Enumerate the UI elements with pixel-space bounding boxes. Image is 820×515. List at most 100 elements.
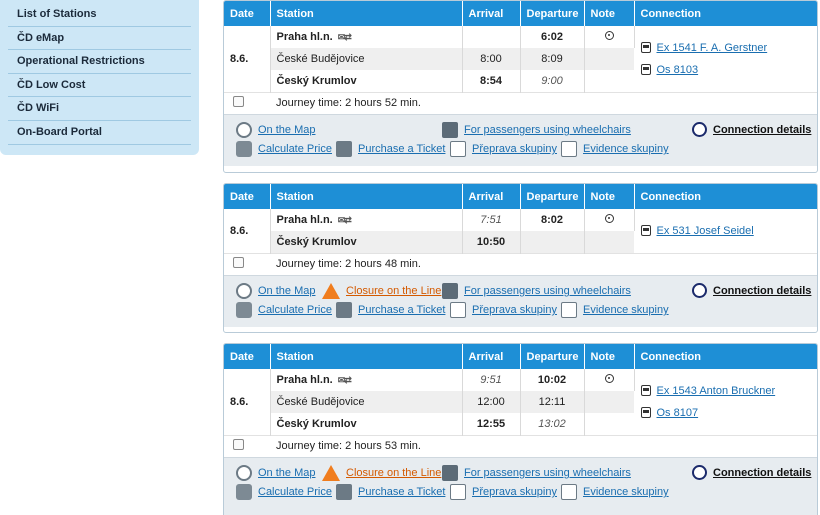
ticket-icon <box>336 302 352 318</box>
action-groups[interactable]: Přeprava skupiny <box>450 302 557 318</box>
station-name: Český Krumlov <box>270 231 463 253</box>
train-link-row: Os 8103 <box>640 59 812 81</box>
purchase-ticket-link[interactable]: Purchase a Ticket <box>358 143 446 155</box>
action-closure[interactable]: Closure on the Line <box>322 283 441 299</box>
col-departure: Departure <box>520 344 585 369</box>
note-icon[interactable] <box>604 214 614 223</box>
action-calculate-price[interactable]: Calculate Price <box>236 141 332 157</box>
groups-link[interactable]: Přeprava skupiny <box>472 143 557 155</box>
journey-row: Journey time: 2 hours 52 min. <box>224 91 817 114</box>
connection-details-link[interactable]: Connection details <box>713 466 812 479</box>
sidebar-item-cd-wifi[interactable]: ČD WiFi <box>8 97 191 121</box>
col-note: Note <box>584 344 635 369</box>
actions-bar: On the Map For passengers using wheelcha… <box>224 114 817 166</box>
col-station: Station <box>270 1 463 26</box>
select-checkbox[interactable] <box>233 439 244 451</box>
station-name: Praha hl.n. ✉⇄ <box>270 26 463 48</box>
action-closure[interactable]: Closure on the Line <box>322 465 441 481</box>
sidebar-item-cd-low-cost[interactable]: ČD Low Cost <box>8 74 191 98</box>
sidebar-item-operational-restrictions[interactable]: Operational Restrictions <box>8 50 191 74</box>
action-on-map[interactable]: On the Map <box>236 465 315 481</box>
action-evidence[interactable]: Evidence skupiny <box>561 141 669 157</box>
departure-time: 12:11 <box>520 391 585 413</box>
evidence-link[interactable]: Evidence skupiny <box>583 304 669 316</box>
arrival-time <box>462 26 521 48</box>
action-evidence[interactable]: Evidence skupiny <box>561 302 669 318</box>
ticket-icon <box>336 484 352 500</box>
journey-row: Journey time: 2 hours 48 min. <box>224 252 817 275</box>
calculate-price-link[interactable]: Calculate Price <box>258 143 332 155</box>
train-link[interactable]: Ex 1543 Anton Bruckner <box>656 384 776 397</box>
select-cell <box>224 91 270 114</box>
action-calculate-price[interactable]: Calculate Price <box>236 484 332 500</box>
on-map-link[interactable]: On the Map <box>258 285 316 297</box>
calculate-price-link[interactable]: Calculate Price <box>258 304 332 316</box>
stop-row: Český Krumlov 8:54 9:00 <box>224 70 817 92</box>
wheelchair-icon <box>442 122 458 138</box>
action-wheelchairs[interactable]: For passengers using wheelchairs <box>442 122 631 138</box>
sidebar: List of Stations ČD eMap Operational Res… <box>0 0 199 155</box>
station-name: Český Krumlov <box>270 70 463 92</box>
action-purchase-ticket[interactable]: Purchase a Ticket <box>336 141 445 157</box>
action-calculate-price[interactable]: Calculate Price <box>236 302 332 318</box>
col-departure: Departure <box>520 184 585 209</box>
journey-row: Journey time: 2 hours 53 min. <box>224 434 817 457</box>
action-on-map[interactable]: On the Map <box>236 283 315 299</box>
sidebar-item-on-board-portal[interactable]: On-Board Portal <box>8 121 191 145</box>
group-evidence-icon <box>561 141 577 157</box>
purchase-ticket-link[interactable]: Purchase a Ticket <box>358 486 446 498</box>
action-groups[interactable]: Přeprava skupiny <box>450 484 557 500</box>
stop-row: 8.6. Praha hl.n. ✉⇄ 7:51 8:02 Ex 531 Jose… <box>224 209 817 253</box>
action-groups[interactable]: Přeprava skupiny <box>450 141 557 157</box>
action-connection-details[interactable]: Connection details <box>692 283 811 298</box>
departure-time: 9:00 <box>520 70 585 92</box>
action-wheelchairs[interactable]: For passengers using wheelchairs <box>442 283 631 299</box>
on-map-link[interactable]: On the Map <box>258 124 316 136</box>
stop-row: Český Krumlov 12:55 13:02 <box>224 413 817 435</box>
magnifier-icon <box>692 465 707 480</box>
compass-icon <box>236 122 252 138</box>
col-date: Date <box>224 1 271 26</box>
train-link[interactable]: Os 8107 <box>656 406 699 419</box>
action-wheelchairs[interactable]: For passengers using wheelchairs <box>442 465 631 481</box>
note-cell <box>584 231 634 253</box>
wheelchairs-link[interactable]: For passengers using wheelchairs <box>464 285 631 297</box>
select-checkbox[interactable] <box>233 96 244 108</box>
action-purchase-ticket[interactable]: Purchase a Ticket <box>336 302 445 318</box>
journey-time: Journey time: 2 hours 53 min. <box>270 434 817 457</box>
warning-icon <box>322 465 340 481</box>
journey-time: Journey time: 2 hours 52 min. <box>270 91 817 114</box>
note-icon[interactable] <box>604 31 614 40</box>
note-icon[interactable] <box>604 374 614 383</box>
col-departure: Departure <box>520 1 585 26</box>
action-connection-details[interactable]: Connection details <box>692 122 811 137</box>
connection-details-link[interactable]: Connection details <box>713 123 812 136</box>
wheelchairs-link[interactable]: For passengers using wheelchairs <box>464 467 631 479</box>
closure-link[interactable]: Closure on the Line <box>346 285 442 297</box>
action-connection-details[interactable]: Connection details <box>692 465 811 480</box>
connection-details-link[interactable]: Connection details <box>713 284 812 297</box>
evidence-link[interactable]: Evidence skupiny <box>583 486 669 498</box>
calculate-price-link[interactable]: Calculate Price <box>258 486 332 498</box>
action-evidence[interactable]: Evidence skupiny <box>561 484 669 500</box>
on-map-link[interactable]: On the Map <box>258 467 316 479</box>
closure-link[interactable]: Closure on the Line <box>346 467 442 479</box>
connection-table: Date Station Arrival Departure Note Conn… <box>224 1 817 114</box>
wheelchairs-link[interactable]: For passengers using wheelchairs <box>464 124 631 136</box>
evidence-link[interactable]: Evidence skupiny <box>583 143 669 155</box>
train-link[interactable]: Ex 531 Josef Seidel <box>656 224 754 237</box>
sidebar-item-cd-emap[interactable]: ČD eMap <box>8 27 191 51</box>
sidebar-item-list-of-stations[interactable]: List of Stations <box>8 3 191 27</box>
date-cell: 8.6. <box>224 209 271 253</box>
train-link[interactable]: Ex 1541 F. A. Gerstner <box>656 41 768 54</box>
groups-link[interactable]: Přeprava skupiny <box>472 486 557 498</box>
purchase-ticket-link[interactable]: Purchase a Ticket <box>358 304 446 316</box>
groups-link[interactable]: Přeprava skupiny <box>472 304 557 316</box>
action-purchase-ticket[interactable]: Purchase a Ticket <box>336 484 445 500</box>
train-icon <box>640 64 651 76</box>
select-checkbox[interactable] <box>233 257 244 269</box>
train-link[interactable]: Os 8103 <box>656 63 699 76</box>
connection-cell: Ex 531 Josef Seidel <box>634 209 817 253</box>
action-on-map[interactable]: On the Map <box>236 122 315 138</box>
connection-table: Date Station Arrival Departure Note Conn… <box>224 344 817 457</box>
